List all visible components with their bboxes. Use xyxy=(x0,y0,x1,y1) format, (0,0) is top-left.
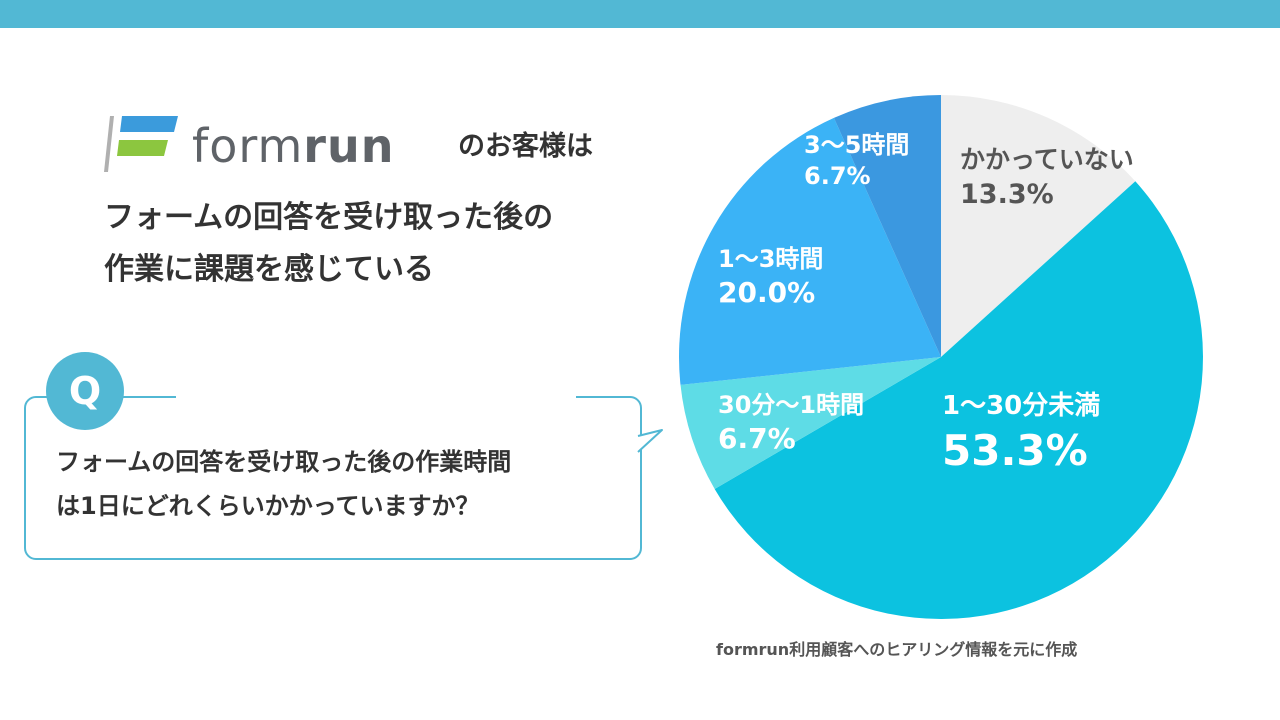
pie-slice-1 xyxy=(941,95,1136,357)
slice-percent: 20.0% xyxy=(718,276,816,310)
slice-name: 1〜3時間 xyxy=(718,245,824,273)
slice-label-4: 1〜3時間 20.0% xyxy=(718,244,823,312)
pie-slice-4 xyxy=(678,117,941,385)
slice-percent: 6.7% xyxy=(804,162,871,191)
slice-percent: 13.3% xyxy=(960,178,1054,210)
pie-slice-3 xyxy=(680,357,941,489)
question-line-1: フォームの回答を受け取った後の作業時間 xyxy=(56,448,512,476)
brand-wordmark: formrun xyxy=(192,118,394,174)
slice-name: 1〜30分未満 xyxy=(942,391,1101,421)
headline-line-2: 作業に課題を感じている xyxy=(104,252,434,287)
brand-suffix: のお客様は xyxy=(458,131,593,162)
formrun-logo: formrun xyxy=(104,112,434,176)
pie-slice-5 xyxy=(833,95,941,357)
slice-label-1: かかっていない 13.3% xyxy=(960,144,1134,212)
headline-line-1: フォームの回答を受け取った後の xyxy=(104,200,554,235)
slice-percent: 53.3% xyxy=(942,425,1088,475)
speech-tail-icon xyxy=(637,429,663,453)
slice-percent: 6.7% xyxy=(718,422,796,456)
slice-name: 30分〜1時間 xyxy=(718,391,865,419)
top-accent-bar xyxy=(0,0,1280,28)
question-badge: Q xyxy=(46,352,124,430)
slice-label-2: 1〜30分未満 53.3% xyxy=(942,390,1100,478)
slice-label-5: 3〜5時間 6.7% xyxy=(804,130,909,192)
slice-name: 3〜5時間 xyxy=(804,131,910,159)
pie-chart: かかっていない 13.3% 1〜30分未満 53.3% 30分〜1時間 6.7% 1〜3時間… xyxy=(676,92,1206,622)
question-text: フォームの回答を受け取った後の作業時間 は1日にどれくらいかかっていますか？ xyxy=(56,440,636,528)
pie-chart-svg xyxy=(678,95,1203,619)
question-box-gap xyxy=(176,395,576,400)
question-box xyxy=(24,395,642,560)
slice-name: かかっていない xyxy=(960,145,1134,174)
brand-word-light: form xyxy=(192,119,304,173)
source-note: formrun利用顧客へのヒアリング情報を元に作成 xyxy=(716,640,1078,659)
question-line-2: は1日にどれくらいかかっていますか？ xyxy=(56,492,480,520)
pie-slice-2 xyxy=(714,181,1203,619)
headline: フォームの回答を受け取った後の 作業に課題を感じている xyxy=(104,192,664,296)
formrun-logo-icon xyxy=(104,116,178,172)
brand-word-bold: run xyxy=(303,119,395,173)
slice-label-3: 30分〜1時間 6.7% xyxy=(718,390,864,458)
